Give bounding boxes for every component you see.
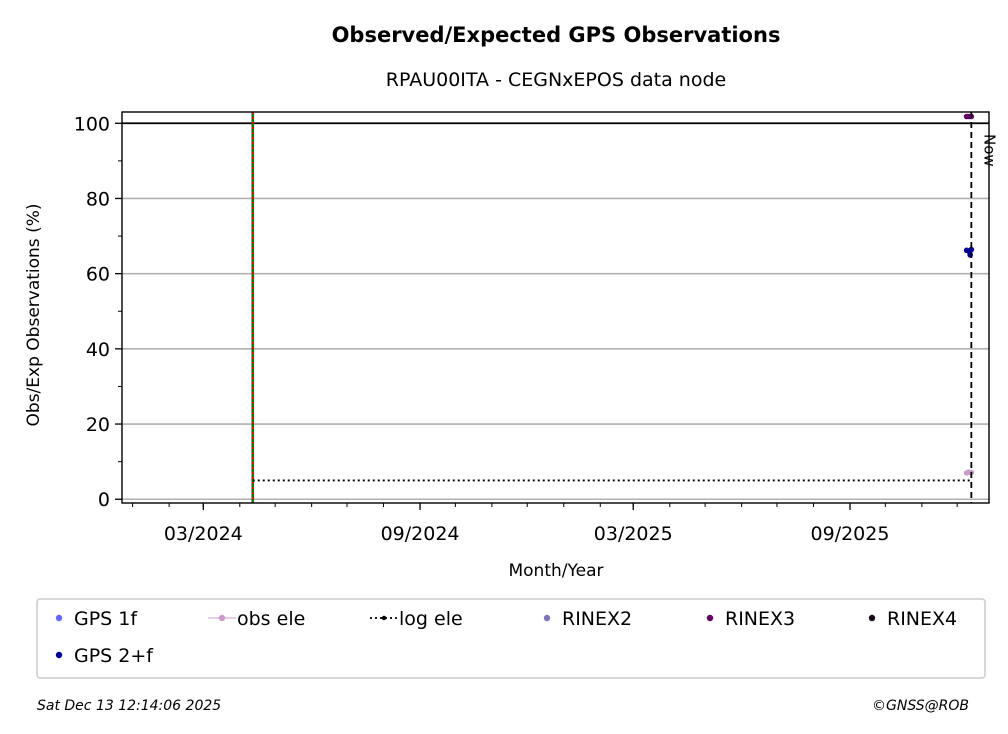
plot-frame	[121, 111, 990, 504]
legend-rinex3-label: RINEX3	[725, 608, 795, 630]
legend-log-ele-marker	[381, 615, 387, 621]
legend-rinex2-label: RINEX2	[562, 608, 632, 630]
legend-log-ele-label: log ele	[399, 608, 463, 630]
plot-area: 0 20 40 60 80 100 03/2024 09/2024 03/2025 09/2025…	[74, 111, 998, 545]
legend-obs-ele-marker	[218, 614, 226, 622]
x-tick-label: 09/2025	[811, 523, 890, 545]
legend-gps-2-f-label: GPS 2+f	[74, 645, 154, 667]
x-tick-label: 03/2025	[594, 523, 673, 545]
point-gps-2-f	[968, 246, 975, 253]
chart-title: Observed/Expected GPS Observations	[332, 23, 781, 47]
y-tick-label: 80	[86, 188, 110, 210]
y-axis-label: Obs/Exp Observations (%)	[24, 204, 44, 427]
y-tick-label: 60	[86, 264, 110, 286]
legend-rinex3-marker	[706, 614, 714, 622]
legend-gps-1f-label: GPS 1f	[74, 608, 138, 630]
y-tick-label: 100	[74, 113, 110, 135]
x-tick-label: 09/2024	[381, 523, 460, 545]
footer-timestamp: Sat Dec 13 12:14:06 2025	[37, 698, 221, 714]
chart-subtitle: RPAU00ITA - CEGNxEPOS data node	[386, 69, 726, 91]
legend-rinex2-marker	[543, 614, 551, 622]
y-tick-label: 20	[86, 414, 110, 436]
legend-gps-2-f-marker	[55, 651, 63, 659]
y-tick-label: 40	[86, 339, 110, 361]
legend-gps-1f-marker	[55, 614, 63, 622]
legend-rinex4-label: RINEX4	[887, 608, 957, 630]
x-axis-label: Month/Year	[508, 561, 603, 581]
x-tick-label: 03/2024	[164, 523, 243, 545]
legend-frame	[36, 598, 986, 679]
y-tick-label: 0	[98, 489, 110, 511]
legend-rinex4-marker	[868, 614, 876, 622]
legend: GPS 1f obs ele log ele RINEX2 RINEX3 RINEX4 GP…	[36, 598, 986, 679]
footer-credit: ©GNSS@ROB	[872, 698, 969, 714]
legend-obs-ele-label: obs ele	[237, 608, 305, 630]
